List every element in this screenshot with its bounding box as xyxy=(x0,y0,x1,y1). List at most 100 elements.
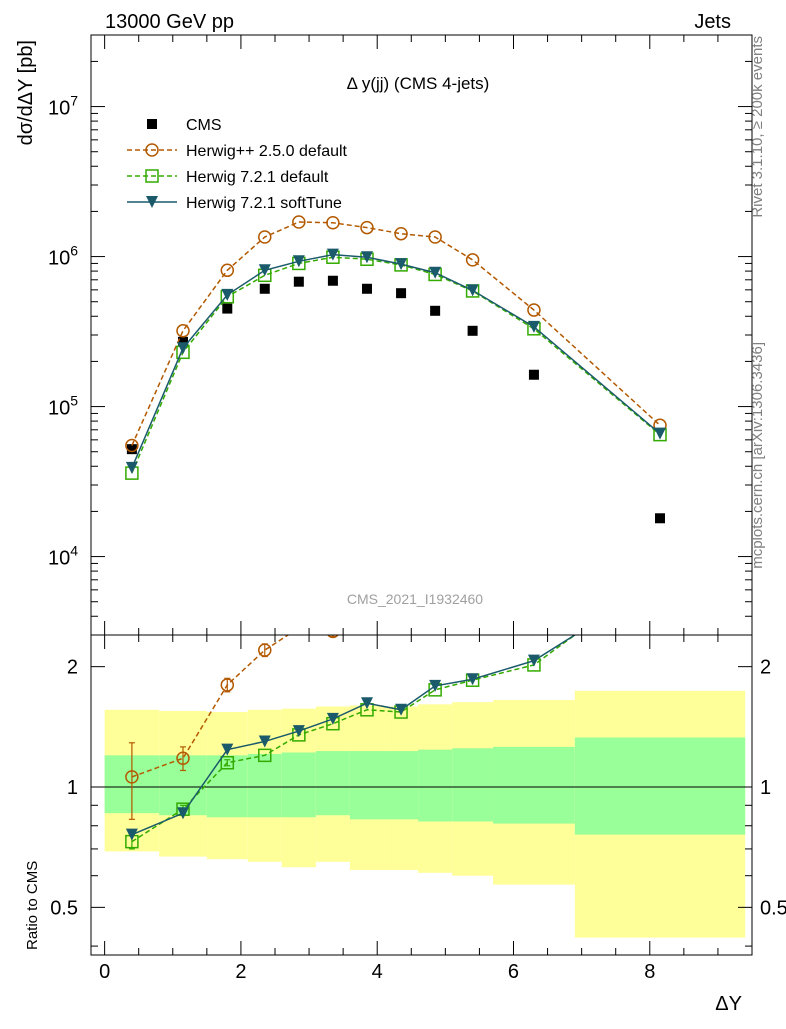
point-cms-0 xyxy=(126,444,137,455)
inner-band-bin-4 xyxy=(281,752,316,818)
ratio-point-softtune-6 xyxy=(360,697,373,710)
point-herwigpp-2 xyxy=(220,263,235,278)
ratio-point-softtune-3 xyxy=(258,735,271,748)
point-softtune-9 xyxy=(466,284,479,297)
ratio-point-softtune-1 xyxy=(176,807,189,820)
inner-band-bin-3 xyxy=(247,753,282,818)
ratio-ytick-label-right-2: 2 xyxy=(760,657,771,679)
point-herwigpp-3 xyxy=(258,230,272,244)
point-cms-5 xyxy=(327,275,338,286)
main-ytick-base-1: 10 xyxy=(48,398,70,420)
ratio-ytick-label-right-0: 0.5 xyxy=(760,897,786,919)
point-cms-10 xyxy=(528,369,539,380)
point-softtune-7 xyxy=(395,258,408,271)
source-side-label: mcplots.cern.ch [arXiv:1306.3436] xyxy=(749,342,766,569)
point-cms-1 xyxy=(177,336,188,347)
header-left-label: 13000 GeV pp xyxy=(105,11,234,33)
series-cms xyxy=(126,275,666,524)
point-herwigpp-8 xyxy=(428,230,442,244)
rivet-side-label: Rivet 3.1.10, ≥ 200k events xyxy=(749,36,766,218)
point-softtune-4 xyxy=(292,255,305,268)
point-softtune-0 xyxy=(125,461,138,474)
x-tick-label-2: 4 xyxy=(372,961,383,983)
ratio-point-softtune-9 xyxy=(466,673,479,686)
ratio-series-group xyxy=(125,622,576,850)
point-herwigpp-10 xyxy=(527,303,541,317)
inner-band-bin-8 xyxy=(418,749,453,822)
ratio-line-herwig7 xyxy=(131,635,576,843)
ratio-point-herwigpp-3 xyxy=(258,643,272,657)
ratio-point-herwigpp-2 xyxy=(220,678,235,692)
ratio-uncertainty-bands xyxy=(104,690,746,938)
main-ytick-exponent-3: 7 xyxy=(70,93,78,109)
inner-band-bin-9 xyxy=(452,748,494,822)
point-softtune-1 xyxy=(176,342,189,355)
point-softtune-11 xyxy=(654,427,667,440)
ratio-point-herwigpp-5 xyxy=(327,635,339,639)
main-ytick-label-2: 106 xyxy=(48,243,78,270)
point-herwigpp-7 xyxy=(394,226,408,241)
ratio-point-softtune-5 xyxy=(326,712,339,725)
x-tick-label-4: 8 xyxy=(644,961,655,983)
legend-marker-herwigpp xyxy=(145,143,159,157)
ratio-point-herwigpp-1 xyxy=(176,751,190,766)
series-herwig7 xyxy=(125,250,667,480)
point-herwigpp-1 xyxy=(176,324,190,338)
main-ytick-exponent-0: 4 xyxy=(70,543,78,559)
inner-band-bin-7 xyxy=(384,751,419,820)
point-herwigpp-0 xyxy=(125,438,139,453)
main-ytick-exponent-1: 5 xyxy=(70,393,78,409)
main-series-group xyxy=(125,215,667,524)
x-tick-label-1: 2 xyxy=(235,961,246,983)
point-cms-7 xyxy=(396,288,407,299)
point-cms-3 xyxy=(259,283,270,294)
series-softtune xyxy=(125,248,667,474)
main-ytick-exponent-2: 6 xyxy=(70,243,78,259)
header-right-label: Jets xyxy=(694,11,731,33)
point-cms-9 xyxy=(467,325,478,336)
legend-marker-cms xyxy=(147,119,157,129)
legend-entry-herwigpp: Herwig++ 2.5.0 default xyxy=(127,143,348,160)
ratio-y-axis-label: Ratio to CMS xyxy=(24,861,41,950)
ratio-line-herwigpp xyxy=(131,635,290,778)
ratio-point-herwig7-3 xyxy=(258,748,272,763)
point-softtune-6 xyxy=(360,251,373,264)
point-softtune-2 xyxy=(221,288,234,301)
point-herwigpp-9 xyxy=(465,253,480,267)
legend: CMS Herwig++ 2.5.0 default Herwig 7.2.1 de… xyxy=(127,117,348,212)
ratio-point-herwig7-2 xyxy=(220,755,235,770)
ratio-ytick-label-right-1: 1 xyxy=(760,777,771,799)
legend-entry-herwig7: Herwig 7.2.1 default xyxy=(127,169,329,186)
point-softtune-3 xyxy=(258,264,271,277)
ratio-point-softtune-2 xyxy=(221,743,234,756)
ratio-series-herwigpp xyxy=(125,622,404,820)
point-softtune-5 xyxy=(326,248,339,261)
point-cms-6 xyxy=(361,283,372,294)
ratio-ytick-label-left-2: 2 xyxy=(67,657,78,679)
point-herwigpp-4 xyxy=(292,215,306,229)
ratio-point-herwigpp-4 xyxy=(293,622,305,634)
legend-label-cms: CMS xyxy=(186,117,222,134)
x-axis-label: ΔY xyxy=(715,993,742,1015)
x-tick-label-0: 0 xyxy=(99,961,110,983)
ratio-ytick-label-left-0: 0.5 xyxy=(50,897,78,919)
ratio-point-herwigpp-7 xyxy=(398,635,404,636)
ratio-point-herwigpp-0 xyxy=(125,770,139,784)
point-softtune-8 xyxy=(429,266,442,279)
x-tick-label-3: 6 xyxy=(508,961,519,983)
main-ytick-label-3: 107 xyxy=(48,93,78,120)
ratio-line-softtune xyxy=(131,635,576,836)
legend-label-herwigpp: Herwig++ 2.5.0 default xyxy=(186,143,348,160)
legend-marker-herwig7 xyxy=(145,169,159,183)
point-cms-8 xyxy=(430,305,441,316)
ratio-point-softtune-7 xyxy=(395,703,408,716)
main-ytick-label-1: 105 xyxy=(48,393,78,420)
ratio-point-softtune-8 xyxy=(429,679,442,692)
ratio-frame xyxy=(90,634,753,956)
ratio-point-softtune-4 xyxy=(292,725,305,738)
point-cms-2 xyxy=(222,303,233,314)
legend-label-softtune: Herwig 7.2.1 softTune xyxy=(186,195,342,212)
